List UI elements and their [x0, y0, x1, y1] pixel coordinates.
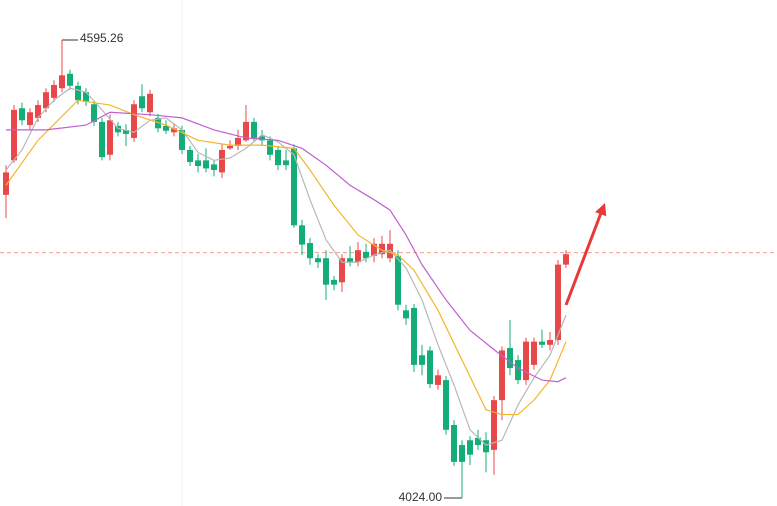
- candle-body: [459, 445, 465, 462]
- candle-body: [147, 93, 153, 113]
- average-line: [5, 99, 567, 416]
- candle-body: [83, 92, 89, 102]
- candle-body: [307, 242, 313, 259]
- candle-body: [91, 104, 97, 122]
- candle-body: [75, 85, 81, 101]
- candle-body: [35, 105, 41, 118]
- candle-body: [331, 279, 337, 285]
- candle-body: [27, 112, 33, 126]
- candle-body: [59, 75, 65, 89]
- candle-body: [563, 254, 569, 265]
- candle-body: [291, 148, 297, 226]
- candle-body: [339, 258, 345, 283]
- candle-body: [491, 400, 497, 450]
- candle-body: [251, 121, 257, 138]
- candle-body: [107, 120, 113, 155]
- candle-body: [131, 104, 137, 138]
- candle-body: [299, 225, 305, 245]
- candle-body: [139, 96, 145, 109]
- candle-body: [67, 73, 73, 86]
- candle-body: [315, 258, 321, 263]
- plot: [0, 39, 777, 498]
- candle-body: [451, 425, 457, 462]
- candle-body: [403, 310, 409, 319]
- candle-body: [355, 250, 361, 263]
- candle-body: [467, 440, 473, 455]
- candle-body: [427, 350, 433, 385]
- candle-body: [475, 437, 481, 446]
- candle-body: [115, 125, 121, 133]
- candle-body: [483, 440, 489, 453]
- trend-arrow-head: [595, 203, 607, 217]
- candle-body: [555, 264, 561, 341]
- candle-body: [171, 128, 177, 133]
- candle-body: [43, 92, 49, 109]
- candle-body: [187, 149, 193, 162]
- candle-body: [523, 341, 529, 381]
- candle-body: [203, 160, 209, 169]
- candle-body: [435, 375, 441, 385]
- candle-body: [283, 160, 289, 166]
- candle-body: [219, 149, 225, 173]
- candle-body: [547, 340, 553, 345]
- candle-body: [411, 307, 417, 365]
- candle-body: [379, 243, 385, 255]
- candle-body: [267, 140, 273, 155]
- candle-body: [531, 341, 537, 365]
- candle-body: [515, 360, 521, 381]
- candle-body: [163, 125, 169, 131]
- average-line: [6, 111, 567, 383]
- candle-body: [539, 341, 545, 345]
- candle-body: [371, 243, 377, 256]
- candle-body: [363, 251, 369, 259]
- candle-body: [507, 348, 513, 369]
- candle-body: [227, 145, 233, 149]
- candle-body: [195, 160, 201, 166]
- trend-arrow: [564, 212, 603, 306]
- candle-body: [123, 129, 129, 134]
- candle-body: [443, 380, 449, 430]
- candle-body: [19, 108, 25, 121]
- candle-body: [179, 129, 185, 150]
- candle-body: [419, 355, 425, 365]
- candle-body: [211, 164, 217, 171]
- candle-body: [259, 136, 265, 141]
- candle-body: [275, 149, 281, 166]
- candle-body: [395, 255, 401, 305]
- candle-body: [347, 258, 353, 263]
- annotation: 4024.00: [399, 490, 443, 504]
- candle-body: [11, 109, 17, 161]
- candle-body: [235, 137, 241, 146]
- candle-body: [3, 172, 9, 195]
- candle-body: [323, 258, 329, 285]
- average-line: [5, 87, 567, 446]
- candle-body: [499, 350, 505, 401]
- annotation: 4595.26: [80, 31, 124, 45]
- candle-body: [243, 121, 249, 141]
- candle-body: [99, 121, 105, 158]
- candle-body: [51, 85, 57, 98]
